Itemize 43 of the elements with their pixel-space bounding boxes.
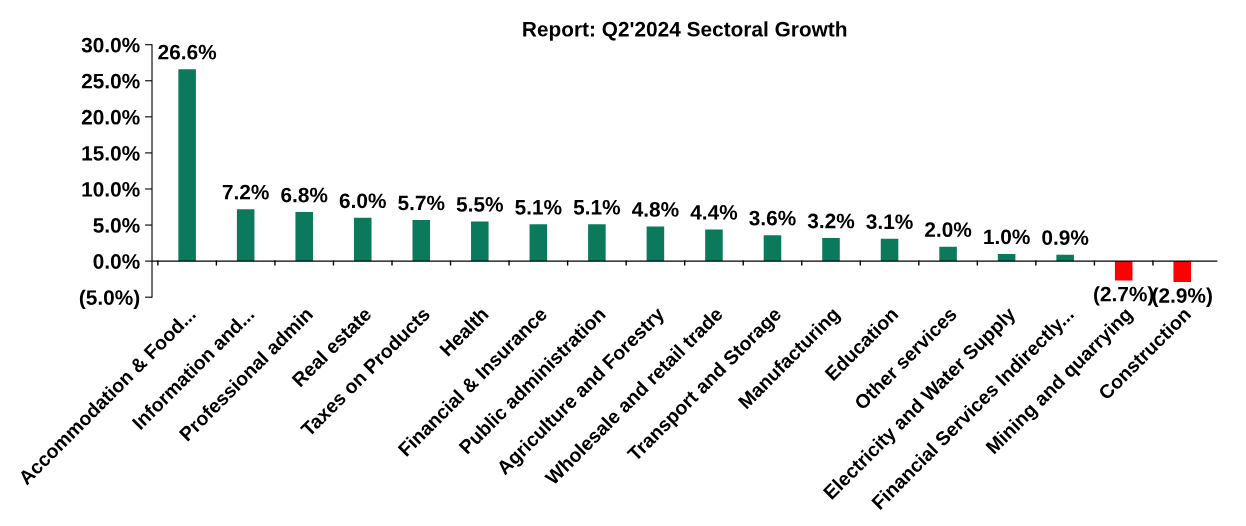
data-label: 26.6% xyxy=(158,44,217,60)
y-tick-label: 20.0% xyxy=(81,109,140,125)
data-label: 3.6% xyxy=(749,210,796,226)
data-label: 6.8% xyxy=(281,187,328,203)
data-label: (2.9%) xyxy=(1152,287,1212,308)
y-tick-label: 0.0% xyxy=(93,254,140,269)
bar xyxy=(763,235,782,262)
data-label: 6.0% xyxy=(339,193,386,209)
bar xyxy=(236,209,255,262)
y-tick-label: 15.0% xyxy=(82,145,140,161)
y-tick-label: 10.0% xyxy=(82,181,140,197)
bar xyxy=(295,212,313,262)
data-label: 5.1% xyxy=(573,199,621,215)
data-label: 3.2% xyxy=(807,213,855,229)
chart-title: Report: Q2'2024 Sectoral Growth xyxy=(523,21,847,41)
bar xyxy=(705,229,723,262)
data-label: 4.4% xyxy=(690,205,738,220)
bar xyxy=(178,69,196,262)
y-tick-label: 25.0% xyxy=(81,73,140,89)
data-label: 5.7% xyxy=(398,195,445,211)
data-label: 4.8% xyxy=(631,202,679,217)
y-tick-label: 5.0% xyxy=(93,218,140,233)
bar xyxy=(412,220,431,262)
data-label: 3.1% xyxy=(866,214,913,230)
data-label: 5.1% xyxy=(515,199,562,215)
y-tick-label: (5.0%) xyxy=(79,289,140,310)
data-label: 0.9% xyxy=(1042,230,1089,245)
bar xyxy=(939,246,957,262)
bar xyxy=(588,224,606,262)
bar xyxy=(822,238,840,262)
data-label: (2.7%) xyxy=(1094,286,1154,306)
bar xyxy=(1114,261,1133,281)
data-label: 5.5% xyxy=(456,197,503,212)
bar xyxy=(471,221,489,262)
data-label: 7.2% xyxy=(222,184,269,200)
data-label: 1.0% xyxy=(984,229,1030,245)
bar xyxy=(529,224,548,262)
y-tick-label: 30.0% xyxy=(81,37,140,53)
bar xyxy=(1173,261,1191,283)
data-label: 2.0% xyxy=(925,222,972,238)
bar xyxy=(880,238,899,262)
bar xyxy=(646,226,665,262)
bar xyxy=(353,217,372,262)
